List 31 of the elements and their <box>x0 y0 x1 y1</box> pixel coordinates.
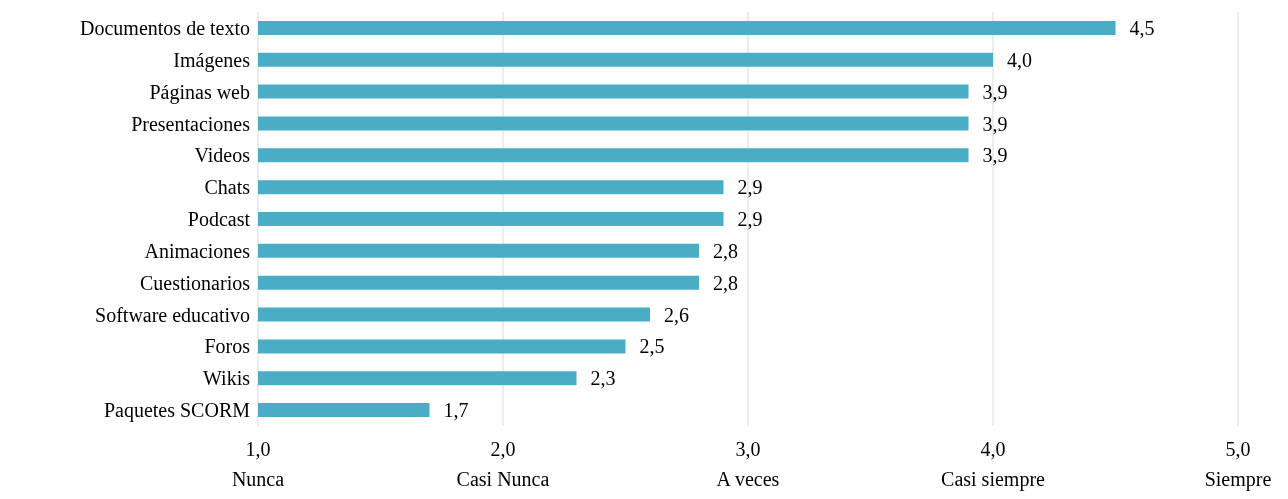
x-tick-label: 1,0 Nunca <box>231 438 285 490</box>
y-tick-label: Animaciones <box>144 239 251 262</box>
data-label: 4,0 <box>1007 48 1032 71</box>
y-tick-label: Imágenes <box>173 48 251 72</box>
data-label: 2,9 <box>737 176 763 199</box>
data-label: 1,7 <box>443 399 469 422</box>
data-label: 2,8 <box>713 271 738 294</box>
y-tick-label: Podcast <box>187 208 251 231</box>
data-label: 4,5 <box>1129 17 1155 40</box>
y-tick-label: Chats <box>204 176 251 199</box>
x-tick-label: 3,0 A veces <box>716 438 780 490</box>
y-tick-label: Software educativo <box>95 303 250 326</box>
data-label: 2,8 <box>713 239 738 262</box>
data-label: 3,9 <box>982 112 1008 135</box>
y-tick-label: Paquetes SCORM <box>103 399 251 423</box>
y-tick-label: Documentos de texto <box>80 17 250 40</box>
x-tick-label: 2,0 Casi Nunca <box>456 438 550 490</box>
y-tick-label: Páginas web <box>149 80 250 104</box>
x-tick-label: 5,0 Siempre <box>1204 438 1272 491</box>
y-tick-label: Foros <box>204 335 251 358</box>
data-label: 2,6 <box>664 303 689 326</box>
y-tick-label: Wikis <box>203 367 251 390</box>
data-label: 2,5 <box>639 335 665 358</box>
data-label: 3,9 <box>982 80 1008 103</box>
y-tick-label: Presentaciones <box>131 112 251 135</box>
y-tick-label: Cuestionarios <box>140 271 251 294</box>
data-label: 3,9 <box>982 144 1008 167</box>
data-label: 2,3 <box>590 367 616 390</box>
data-label: 2,9 <box>737 208 763 231</box>
y-tick-label: Videos <box>194 144 251 167</box>
x-tick-label: 4,0 Casi siempre <box>941 438 1046 491</box>
